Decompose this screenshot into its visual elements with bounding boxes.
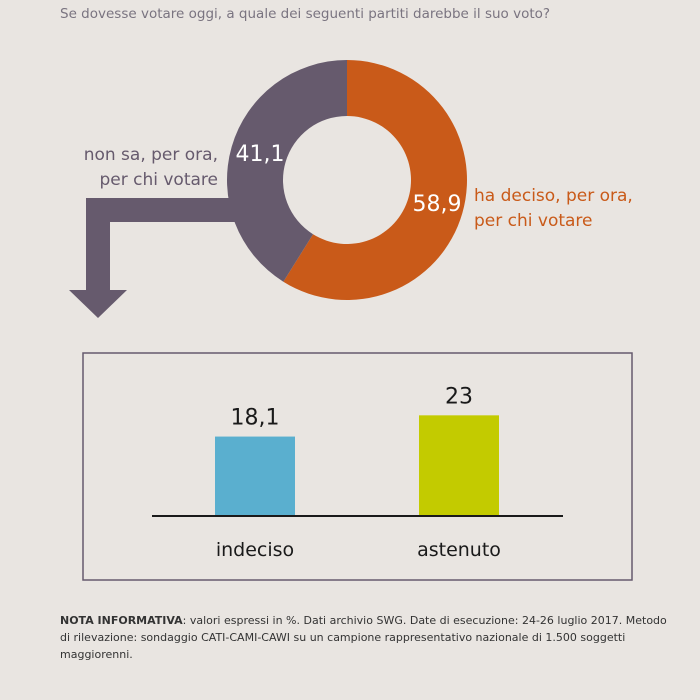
donut-slice-ha-deciso (283, 60, 467, 300)
informative-note: NOTA INFORMATIVA: valori espressi in %. … (60, 612, 670, 663)
flow-arrow (69, 198, 247, 318)
question-text: Se dovesse votare oggi, a quale dei segu… (60, 6, 551, 22)
donut-value-label: 41,1 (236, 142, 285, 167)
donut-category-label: ha deciso, per ora, per chi votare (474, 186, 633, 231)
bar-panel-frame (82, 352, 633, 581)
note-label: NOTA INFORMATIVA (60, 614, 183, 627)
bar-indeciso (215, 436, 295, 515)
bar-astenuto (419, 415, 499, 515)
bar-chart: 18,1 indeciso 23 astenuto (215, 384, 501, 561)
donut-value-label: 58,9 (413, 192, 462, 217)
bar-value-label: 18,1 (231, 406, 280, 431)
donut-chart: 58,9 ha deciso, per ora, per chi votare 41,… (84, 60, 633, 300)
bar-category-label: astenuto (417, 539, 501, 561)
note-text: : valori espressi in %. Dati archivio SW… (60, 614, 667, 661)
donut-category-label: non sa, per ora, per chi votare (84, 145, 218, 190)
bar-category-label: indeciso (216, 539, 294, 561)
bar-value-label: 23 (445, 384, 473, 409)
donut-slice-non-sa (226, 60, 347, 282)
